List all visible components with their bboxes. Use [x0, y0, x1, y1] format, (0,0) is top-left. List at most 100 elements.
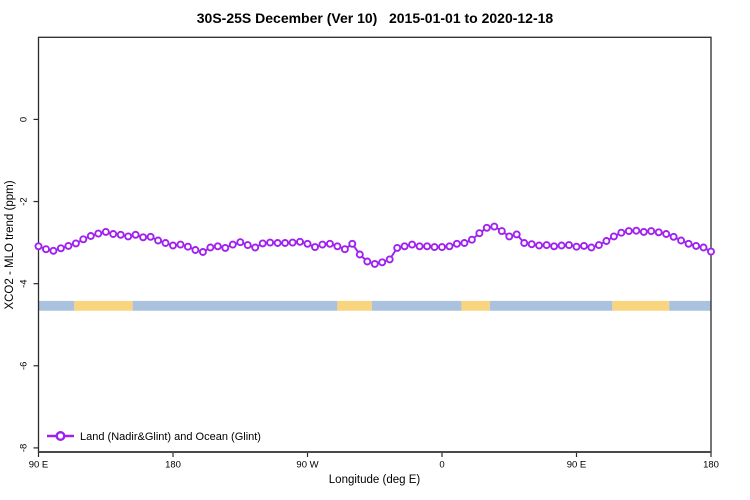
data-point-marker: [183, 242, 192, 251]
y-axis-label: XCO2 - MLO trend (ppm): [4, 180, 16, 309]
xco2-series: [34, 222, 715, 268]
data-point-marker: [258, 239, 267, 248]
data-point-marker: [213, 242, 222, 251]
data-point-marker: [572, 242, 581, 251]
data-point-marker: [198, 248, 207, 256]
data-point-marker: [243, 241, 252, 250]
data-point-marker: [176, 240, 185, 249]
data-point-marker: [662, 230, 671, 238]
data-point-marker: [124, 232, 133, 241]
data-point-marker: [109, 230, 118, 238]
band-segment-land: [612, 300, 670, 311]
data-point-marker: [393, 243, 402, 252]
band-segment-land: [337, 300, 372, 311]
data-point-marker: [161, 239, 170, 247]
data-point-marker: [56, 244, 65, 253]
data-point-marker: [146, 232, 155, 241]
data-point-marker: [206, 243, 215, 252]
data-point-marker: [602, 237, 611, 245]
data-point-marker: [228, 240, 237, 249]
data-point-marker: [340, 245, 349, 254]
data-point-marker: [348, 239, 357, 248]
y-tick-label: 0: [19, 117, 30, 122]
data-point-marker: [632, 226, 641, 235]
data-point-marker: [303, 239, 312, 248]
data-point-marker: [311, 243, 319, 252]
data-point-marker: [445, 242, 454, 251]
data-point-marker: [467, 235, 476, 244]
legend-marker-icon: [55, 431, 66, 442]
data-point-marker: [131, 230, 140, 239]
band-segment-ocean: [132, 300, 338, 311]
data-point-marker: [594, 241, 603, 250]
data-point-marker: [34, 242, 43, 251]
x-axis-label: Longitude (deg E): [329, 474, 421, 486]
data-point-marker: [281, 239, 290, 247]
data-point-marker: [86, 232, 95, 240]
y-tick-label: -8: [19, 444, 30, 452]
y-tick-label: -6: [19, 362, 30, 370]
data-point-marker: [408, 240, 417, 249]
data-point-marker: [400, 242, 409, 251]
data-point-marker: [116, 230, 125, 239]
data-point-marker: [325, 239, 334, 248]
data-point-marker: [318, 240, 327, 249]
data-point-marker: [535, 241, 544, 250]
x-tick-label: 180: [165, 460, 181, 471]
data-point-marker: [363, 257, 372, 266]
data-point-marker: [550, 242, 559, 251]
data-point-marker: [565, 241, 573, 250]
series-line: [38, 225, 712, 265]
data-point-marker: [101, 227, 110, 236]
data-point-marker: [154, 236, 163, 245]
chart-title: 30S-25S December (Ver 10) 2015-01-01 to …: [196, 10, 554, 26]
x-tick-label: 0: [439, 460, 444, 471]
plot-border: [37, 36, 712, 453]
data-point-marker: [42, 245, 50, 254]
x-tick-label: 180: [703, 460, 719, 471]
data-point-marker: [647, 227, 656, 236]
data-point-marker: [423, 242, 432, 251]
surface-type-band: [38, 300, 711, 311]
data-point-marker: [191, 246, 200, 254]
data-point-marker: [497, 227, 506, 236]
data-point-marker: [677, 236, 686, 245]
y-tick-label: -2: [19, 197, 30, 205]
data-point-marker: [333, 242, 342, 251]
x-tick-label: 90 E: [29, 460, 49, 471]
band-segment-ocean: [371, 300, 462, 311]
data-point-marker: [684, 239, 693, 248]
data-point-marker: [378, 258, 387, 267]
data-point-marker: [692, 241, 701, 250]
data-point-marker: [580, 241, 588, 250]
data-point-marker: [699, 243, 708, 252]
band-segment-ocean: [489, 300, 613, 311]
data-point-marker: [370, 259, 379, 268]
data-point-marker: [415, 242, 424, 251]
data-point-marker: [460, 239, 469, 247]
data-point-marker: [654, 228, 663, 237]
data-point-marker: [505, 232, 514, 241]
data-point-marker: [221, 243, 230, 252]
x-tick-label: 90 W: [296, 460, 318, 471]
data-point-marker: [296, 237, 304, 246]
data-point-marker: [430, 243, 439, 252]
data-point-marker: [452, 239, 461, 248]
data-point-marker: [475, 229, 484, 238]
data-point-marker: [251, 243, 260, 252]
data-point-marker: [707, 247, 715, 256]
data-point-marker: [639, 227, 648, 236]
data-point-marker: [669, 232, 678, 241]
band-segment-land: [74, 300, 133, 311]
data-point-marker: [542, 241, 551, 250]
data-point-marker: [139, 233, 148, 242]
data-point-marker: [520, 239, 529, 247]
data-point-marker: [557, 241, 566, 250]
data-point-marker: [273, 239, 282, 247]
legend: Land (Nadir&Glint) and Ocean (Glint): [47, 431, 261, 443]
data-point-marker: [288, 238, 297, 247]
data-point-marker: [527, 240, 536, 249]
data-point-marker: [624, 227, 633, 236]
band-segment-ocean: [38, 300, 75, 311]
data-point-marker: [609, 232, 618, 241]
